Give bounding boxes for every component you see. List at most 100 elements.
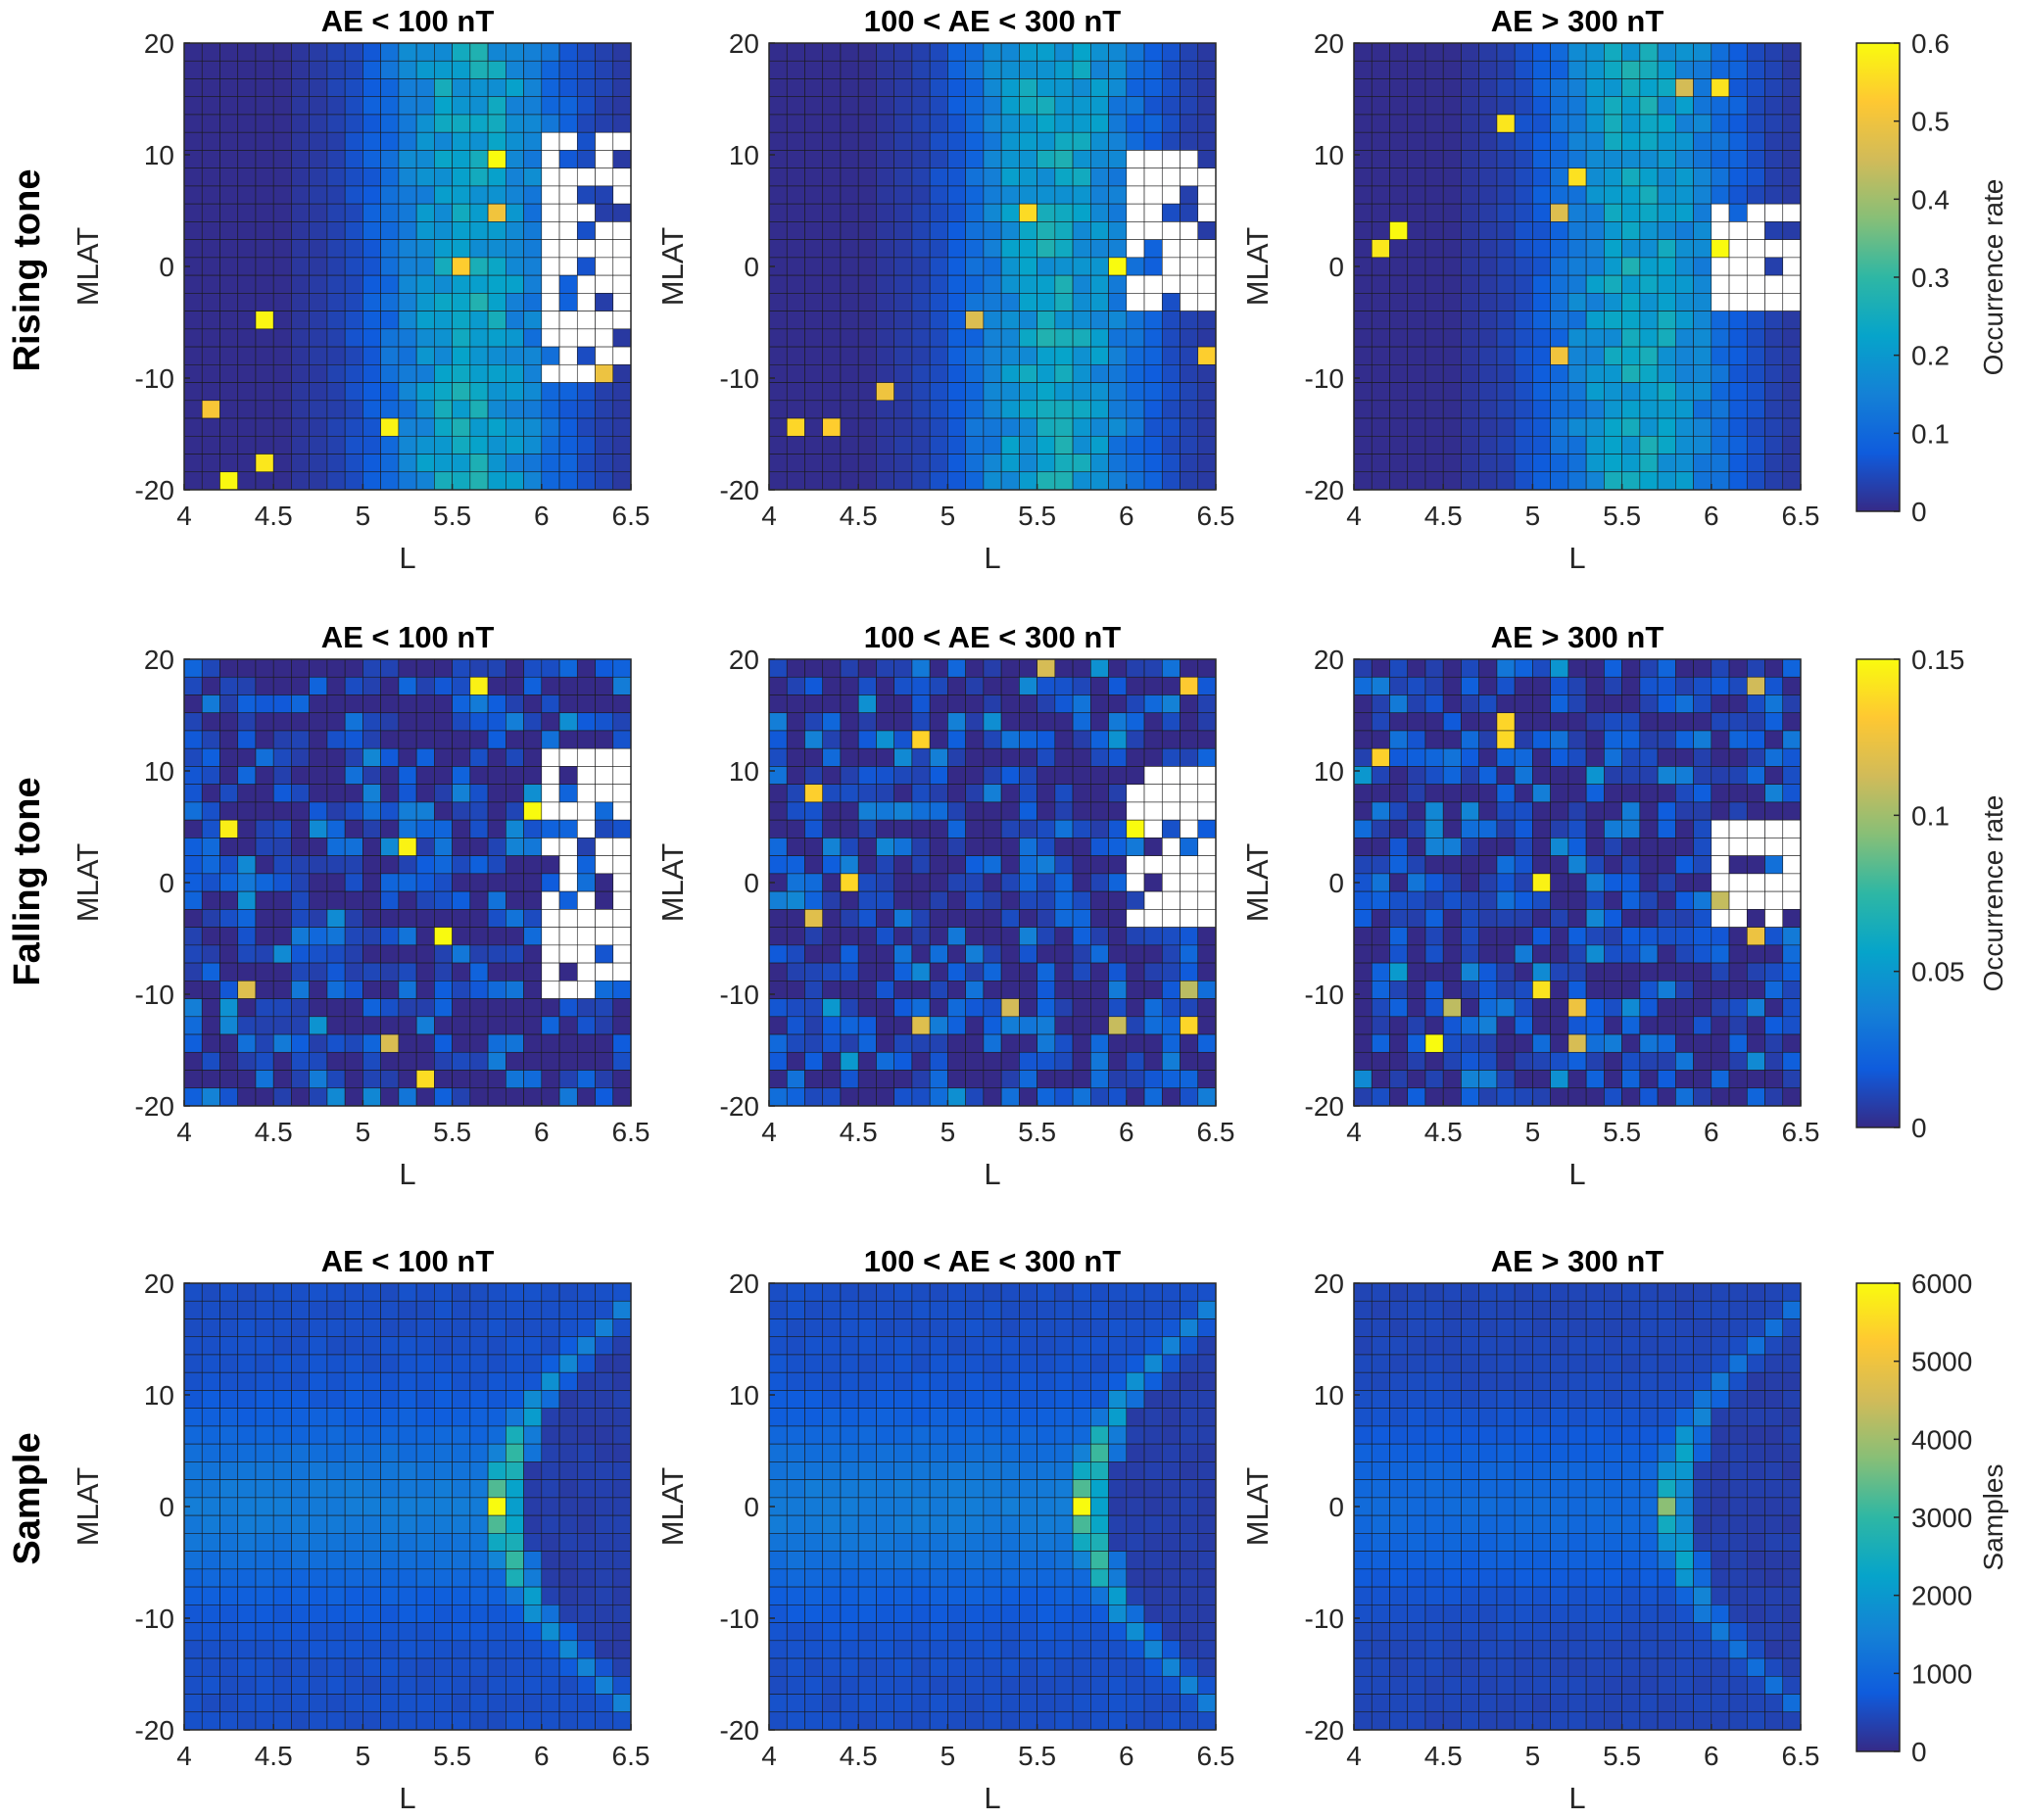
heatmap-cell (344, 1640, 363, 1659)
heatmap-cell (804, 471, 824, 491)
heatmap-cell (1621, 471, 1641, 491)
heatmap-cell (309, 203, 328, 222)
heatmap-cell (1161, 435, 1181, 455)
heatmap-cell (840, 712, 859, 732)
heatmap-cell (1442, 168, 1462, 187)
heatmap-cell (434, 944, 453, 964)
heatmap-cell (1711, 981, 1730, 999)
heatmap-cell (415, 1070, 435, 1089)
heatmap-cell (786, 1514, 805, 1534)
heatmap-cell (1161, 981, 1181, 999)
heatmap-cell (876, 1371, 894, 1391)
heatmap-cell (840, 1300, 859, 1319)
heatmap-cell (612, 1551, 632, 1570)
heatmap-cell (1604, 998, 1622, 1018)
heatmap-cell (183, 855, 203, 875)
heatmap-cell (201, 1070, 220, 1089)
heatmap-cell (1197, 168, 1217, 187)
heatmap-cell (1054, 1497, 1074, 1516)
heatmap-cell (1161, 131, 1181, 151)
heatmap-cell (1746, 801, 1765, 821)
heatmap-cell (595, 1282, 614, 1302)
heatmap-cell (1657, 909, 1676, 928)
heatmap-cell (1353, 400, 1373, 419)
heatmap-cell (876, 1390, 894, 1409)
heatmap-cell (1532, 838, 1551, 856)
heatmap-cell (929, 658, 948, 678)
heatmap-cell (272, 1016, 292, 1035)
heatmap-cell (1353, 730, 1373, 749)
heatmap-cell (1143, 471, 1163, 491)
heatmap-cell (344, 981, 363, 999)
heatmap-cell (768, 239, 788, 259)
heatmap-cell (309, 1604, 328, 1623)
heatmap-cell (1639, 42, 1659, 62)
heatmap-cell (1764, 221, 1784, 240)
heatmap-cell (1478, 694, 1498, 714)
heatmap-cell (326, 1425, 346, 1445)
heatmap-cell (469, 150, 489, 168)
heatmap-cell (786, 1479, 805, 1499)
heatmap-cell (804, 311, 824, 330)
heatmap-cell (506, 676, 524, 695)
heatmap-cell (576, 784, 596, 803)
heatmap-cell (219, 712, 239, 732)
heatmap-cell (804, 382, 824, 402)
heatmap-cell (469, 400, 489, 419)
heatmap-cell (558, 1282, 578, 1302)
heatmap-cell (362, 1551, 381, 1570)
heatmap-cell (768, 1533, 788, 1552)
heatmap-cell (1054, 1390, 1074, 1409)
heatmap-cell (965, 1390, 985, 1409)
heatmap-cell (272, 417, 292, 437)
heatmap-cell (1108, 1051, 1128, 1071)
heatmap-cell (911, 944, 931, 964)
heatmap-cell (541, 417, 560, 437)
heatmap-cell (255, 471, 274, 491)
heatmap-cell (857, 311, 877, 330)
heatmap-cell (1037, 203, 1056, 222)
heatmap-cell (237, 1300, 257, 1319)
heatmap-cell (965, 1640, 985, 1659)
heatmap-cell (1054, 1336, 1074, 1356)
heatmap-cell (947, 1336, 966, 1356)
heatmap-cell (309, 42, 328, 62)
heatmap-cell (893, 257, 913, 276)
heatmap-cell (434, 766, 453, 785)
heatmap-cell (1693, 454, 1712, 473)
heatmap-cell (786, 60, 805, 79)
heatmap-cell (326, 1408, 346, 1427)
heatmap-cell (1389, 293, 1409, 311)
heatmap-cell (255, 42, 274, 62)
heatmap-cell (541, 1657, 560, 1677)
heatmap-cell (1728, 274, 1748, 294)
heatmap-cell (1764, 203, 1784, 222)
heatmap-cell (893, 819, 913, 838)
heatmap-cell (1389, 676, 1409, 695)
heatmap-cell (201, 114, 220, 133)
heatmap-cell (1657, 435, 1676, 455)
heatmap-cell (1389, 131, 1409, 151)
heatmap-cell (237, 1551, 257, 1570)
heatmap-cell (1532, 676, 1551, 695)
heatmap-cell (272, 239, 292, 259)
x-tick-label: 5.5 (433, 501, 471, 531)
heatmap-cell (1478, 311, 1498, 330)
heatmap-cell (255, 1711, 274, 1731)
heatmap-cell (487, 274, 506, 294)
heatmap-cell (291, 1568, 310, 1588)
heatmap-cell (576, 311, 596, 330)
heatmap-cell (1496, 712, 1516, 732)
heatmap-cell (947, 364, 966, 383)
heatmap-cell (1126, 364, 1145, 383)
heatmap-cell (1019, 60, 1037, 79)
heatmap-cell (1639, 962, 1659, 982)
heatmap-cell (893, 927, 913, 946)
heatmap-cell (291, 1390, 310, 1409)
heatmap-cell (523, 1622, 543, 1642)
heatmap-cell (1126, 78, 1145, 98)
heatmap-cell (255, 1640, 274, 1659)
heatmap-cell (1072, 131, 1091, 151)
heatmap-cell (822, 1425, 842, 1445)
heatmap-cell (309, 1461, 328, 1480)
